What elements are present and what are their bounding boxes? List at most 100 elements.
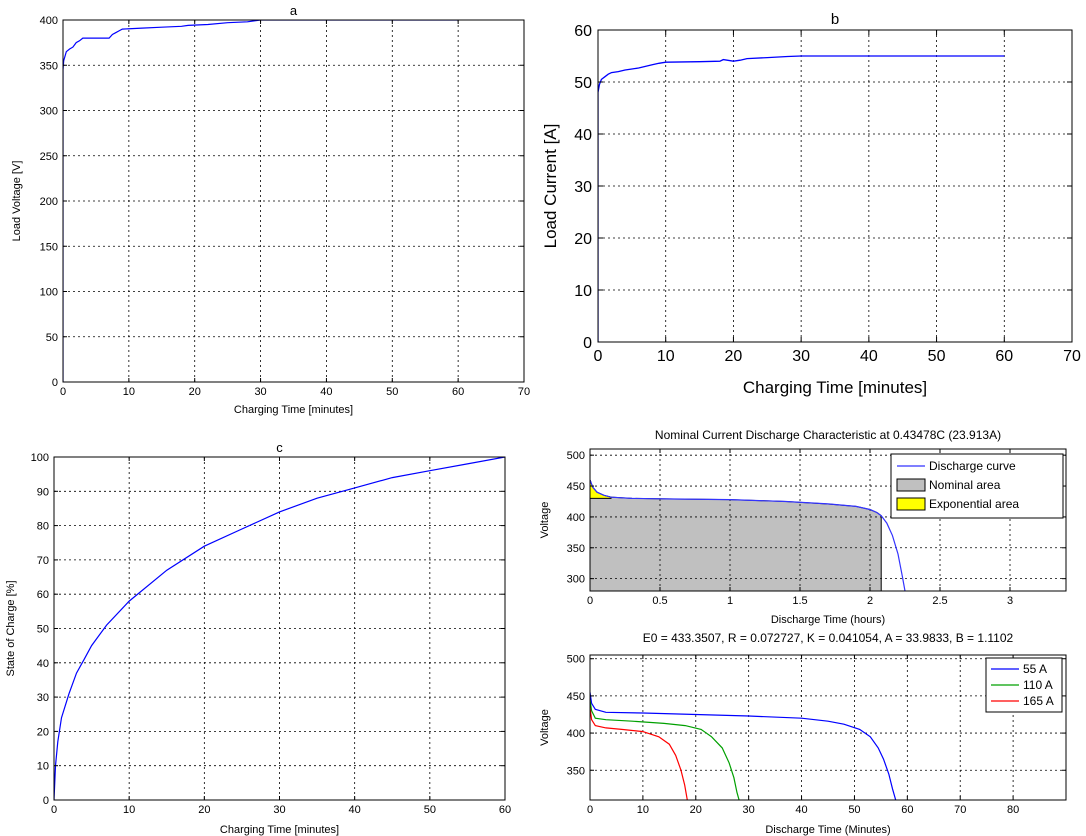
x-tick-label: 30 — [743, 804, 755, 816]
x-tick-label: 2 — [867, 595, 873, 607]
x-tick-label: 30 — [792, 348, 810, 365]
y-tick-label: 0 — [43, 795, 49, 807]
plot-frame — [589, 654, 1067, 801]
y-tick-label: 100 — [31, 452, 49, 464]
legend-swatch-patch — [896, 497, 926, 511]
y-tick-label: 40 — [37, 658, 49, 670]
y-tick-label: 300 — [567, 574, 585, 586]
y-tick-label: 70 — [37, 555, 49, 567]
series-line-discharge-curve — [590, 479, 906, 591]
x-tick-label: 60 — [901, 804, 913, 816]
y-tick-label: 0 — [583, 335, 592, 352]
y-tick-label: 450 — [567, 481, 585, 493]
y-tick-label: 200 — [40, 196, 58, 208]
y-tick-label: 350 — [40, 60, 58, 72]
x-tick-label: 3 — [1007, 595, 1013, 607]
chart-title: b — [831, 11, 839, 28]
y-tick-label: 60 — [37, 589, 49, 601]
y-tick-label: 30 — [37, 692, 49, 704]
y-tick-label: 40 — [574, 127, 592, 144]
legend-entry: 55 A — [1023, 662, 1047, 676]
x-tick-label: 70 — [1063, 348, 1081, 365]
y-tick-label: 50 — [46, 332, 58, 344]
y-axis-label: Load Voltage [V] — [11, 161, 23, 242]
x-tick-label: 0.5 — [652, 595, 667, 607]
x-tick-label: 50 — [386, 386, 398, 398]
x-tick-label: 30 — [254, 386, 266, 398]
legend-entry: Discharge curve — [929, 459, 1016, 473]
x-tick-label: 50 — [848, 804, 860, 816]
chart-c: 0 10 20 30 40 50 60 0 10 20 30 40 50 60 70 80 90 100 c Char… — [5, 440, 511, 836]
y-tick-label: 250 — [40, 151, 58, 163]
x-tick-label: 2.5 — [932, 595, 947, 607]
x-axis-label: Charging Time [minutes] — [743, 378, 927, 397]
x-tick-label: 0 — [51, 804, 57, 816]
x-tick-label: 40 — [320, 386, 332, 398]
plot-frame — [589, 448, 1067, 592]
x-tick-label: 0 — [587, 595, 593, 607]
legend-entry: 110 A — [1023, 678, 1053, 692]
chart-a: 0 10 20 30 40 50 60 70 0 50 100 150 200 250 300 350 400 a… — [11, 3, 530, 416]
y-tick-label: 50 — [37, 624, 49, 636]
x-tick-label: 10 — [123, 386, 135, 398]
y-axis-label: State of Charge [%] — [5, 581, 17, 677]
x-tick-label: 40 — [795, 804, 807, 816]
x-tick-label: 0 — [594, 348, 603, 365]
chart-d2: 0 10 20 30 40 50 60 70 80 350 400 450 500 E0 = 433.35… — [539, 631, 1067, 836]
series-line-a — [63, 20, 459, 382]
y-axis-label: Voltage — [539, 502, 551, 539]
series-line-c — [54, 457, 505, 800]
y-tick-label: 30 — [574, 179, 592, 196]
y-tick-label: 20 — [574, 231, 592, 248]
exponential-area — [590, 479, 612, 499]
y-tick-label: 50 — [574, 75, 592, 92]
x-tick-label: 0 — [587, 804, 593, 816]
y-tick-label: 80 — [37, 521, 49, 533]
y-tick-label: 90 — [37, 486, 49, 498]
legend-swatch-patch — [896, 478, 926, 492]
x-tick-label: 60 — [995, 348, 1013, 365]
legend-entry: 165 A — [1023, 694, 1054, 708]
y-tick-label: 400 — [40, 15, 58, 27]
chart-title: c — [276, 440, 283, 455]
x-tick-label: 0 — [60, 386, 66, 398]
series-line-110-a — [590, 699, 740, 800]
y-tick-label: 450 — [567, 691, 585, 703]
x-axis-label: Charging Time [minutes] — [234, 404, 353, 416]
x-axis-label: Discharge Time (hours) — [771, 614, 885, 626]
x-tick-label: 60 — [452, 386, 464, 398]
x-axis-label: Charging Time [minutes] — [220, 824, 339, 836]
y-tick-label: 10 — [37, 761, 49, 773]
y-tick-label: 0 — [52, 377, 58, 389]
y-tick-label: 10 — [574, 283, 592, 300]
y-tick-label: 400 — [567, 728, 585, 740]
y-tick-label: 150 — [40, 241, 58, 253]
y-tick-label: 350 — [567, 765, 585, 777]
y-tick-label: 500 — [567, 450, 585, 462]
y-tick-label: 400 — [567, 512, 585, 524]
legend-entry: Nominal area — [929, 478, 1001, 492]
x-tick-label: 60 — [499, 804, 511, 816]
y-tick-label: 20 — [37, 726, 49, 738]
y-tick-label: 300 — [40, 106, 58, 118]
x-axis-label: Discharge Time (Minutes) — [765, 824, 890, 836]
x-tick-label: 50 — [424, 804, 436, 816]
x-tick-label: 80 — [1007, 804, 1019, 816]
legend-entry: Exponential area — [929, 497, 1019, 511]
x-tick-label: 40 — [860, 348, 878, 365]
x-tick-label: 20 — [725, 348, 743, 365]
y-tick-label: 500 — [567, 654, 585, 666]
chart-b: 0 10 20 30 40 50 60 70 0 10 20 30 40 50 60 b Charging Ti… — [541, 11, 1081, 397]
x-tick-label: 1 — [727, 595, 733, 607]
y-tick-label: 100 — [40, 287, 58, 299]
y-axis-label: Voltage — [539, 709, 551, 746]
x-tick-label: 1.5 — [792, 595, 807, 607]
x-tick-label: 50 — [928, 348, 946, 365]
series-line-165-a — [590, 707, 688, 800]
chart-d1: 0 0.5 1 1.5 2 2.5 3 300 350 400 450 500 Nominal Curr… — [539, 428, 1067, 626]
x-tick-label: 70 — [518, 386, 530, 398]
chart-title: Nominal Current Discharge Characteristic… — [655, 428, 1001, 442]
nominal-area — [590, 479, 882, 591]
series-line-b — [598, 55, 1005, 342]
